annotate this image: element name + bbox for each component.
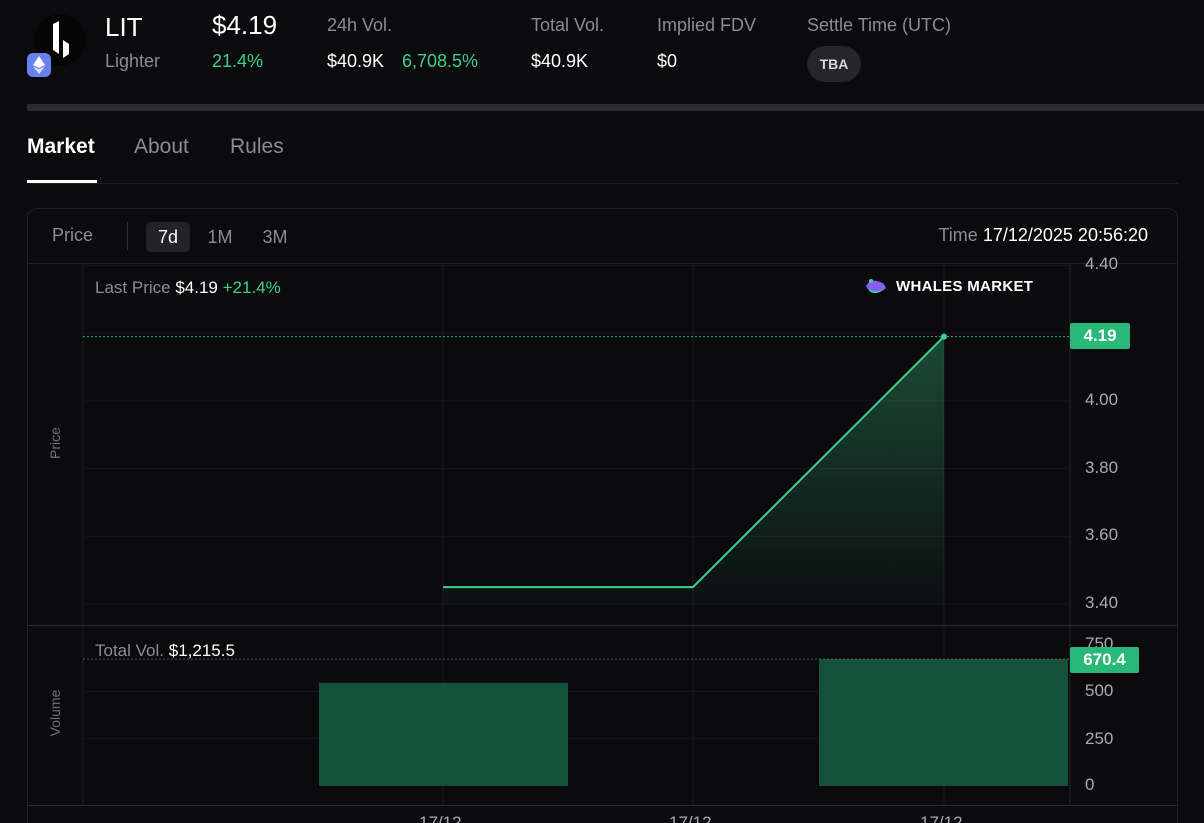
settle-time-badge: TBA <box>807 46 861 82</box>
price-legend: Last Price $4.19 +21.4% <box>95 278 281 298</box>
volume-axis-title: Volume <box>47 689 63 737</box>
tab-active-indicator <box>27 180 97 183</box>
range-1m-button[interactable]: 1M <box>207 226 233 247</box>
range-3m-button[interactable]: 3M <box>262 226 288 247</box>
x-tick-label: 17/12 <box>920 813 963 823</box>
x-tick-label: 17/12 <box>669 813 712 823</box>
volume-legend: Total Vol. $1,215.5 <box>95 641 235 661</box>
chart-time: Time 17/12/2025 20:56:20 <box>938 225 1148 246</box>
total-vol-label: Total Vol. <box>531 15 605 35</box>
whale-logo-icon <box>866 279 886 294</box>
price-tick-label: 3.40 <box>1085 593 1119 612</box>
price-tick-label: 3.60 <box>1085 525 1119 544</box>
token-symbol: LIT <box>105 12 143 42</box>
volume-tick-label: 0 <box>1085 775 1095 794</box>
last-price-tag: 4.19 <box>1070 323 1130 349</box>
price-area-fill <box>443 336 944 604</box>
chart-type-price[interactable]: Price <box>52 225 94 245</box>
tab-about[interactable]: About <box>134 135 189 158</box>
price-tick-label: 4.40 <box>1085 254 1119 273</box>
time-label: Time <box>938 225 978 245</box>
toolbar-separator <box>127 222 128 250</box>
tab-market[interactable]: Market <box>27 135 95 158</box>
price-legend-value: $4.19 <box>175 278 218 297</box>
volume-tick-label: 250 <box>1085 729 1114 748</box>
range-7d-button[interactable]: 7d <box>146 222 190 252</box>
volume-bar-0 <box>319 682 568 786</box>
vol24h-value: $40.9K <box>327 51 385 71</box>
price-tick-label: 4.00 <box>1085 390 1119 409</box>
toolbar-divider <box>28 263 1177 264</box>
header-divider <box>27 104 1204 111</box>
vol24h-change: 6,708.5% <box>402 51 479 71</box>
price-change: 21.4% <box>212 51 264 71</box>
brand-name: WHALES MARKET <box>896 277 1034 295</box>
last-volume-tag: 670.4 <box>1070 647 1139 673</box>
chart-card <box>27 208 1178 823</box>
ethereum-icon <box>27 53 51 77</box>
vol24h-label: 24h Vol. <box>327 15 393 35</box>
fdv-label: Implied FDV <box>657 15 757 35</box>
volume-tick-label: 500 <box>1085 681 1114 700</box>
price-legend-change: +21.4% <box>222 278 281 297</box>
time-value: 17/12/2025 20:56:20 <box>982 225 1148 245</box>
price-legend-label: Last Price <box>95 278 171 297</box>
price-tick-label: 3.80 <box>1085 458 1119 477</box>
total-vol-value: $40.9K <box>531 51 589 71</box>
x-tick-label: 17/12 <box>419 813 462 823</box>
volume-legend-value: $1,215.5 <box>168 641 235 660</box>
tabs-divider <box>27 183 1178 184</box>
price-axis-title: Price <box>47 427 63 459</box>
volume-legend-label: Total Vol. <box>95 641 164 660</box>
tab-rules[interactable]: Rules <box>230 135 284 158</box>
token-name: Lighter <box>105 51 161 71</box>
token-price: $4.19 <box>212 10 278 40</box>
volume-bar-1 <box>819 659 1068 786</box>
whales-market-brand: WHALES MARKET <box>864 277 1033 295</box>
settle-time-label: Settle Time (UTC) <box>807 15 952 35</box>
fdv-value: $0 <box>657 51 678 71</box>
